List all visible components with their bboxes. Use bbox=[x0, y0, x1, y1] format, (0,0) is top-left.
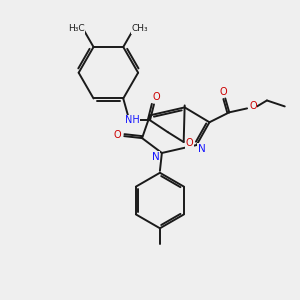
Text: H₃C: H₃C bbox=[68, 24, 85, 33]
Text: NH: NH bbox=[125, 115, 140, 125]
Text: O: O bbox=[152, 92, 160, 103]
Text: CH₃: CH₃ bbox=[132, 24, 148, 33]
Text: N: N bbox=[152, 152, 160, 162]
Text: N: N bbox=[198, 144, 206, 154]
Text: O: O bbox=[186, 138, 194, 148]
Text: O: O bbox=[113, 130, 121, 140]
Text: O: O bbox=[249, 101, 257, 111]
Text: O: O bbox=[220, 86, 227, 97]
